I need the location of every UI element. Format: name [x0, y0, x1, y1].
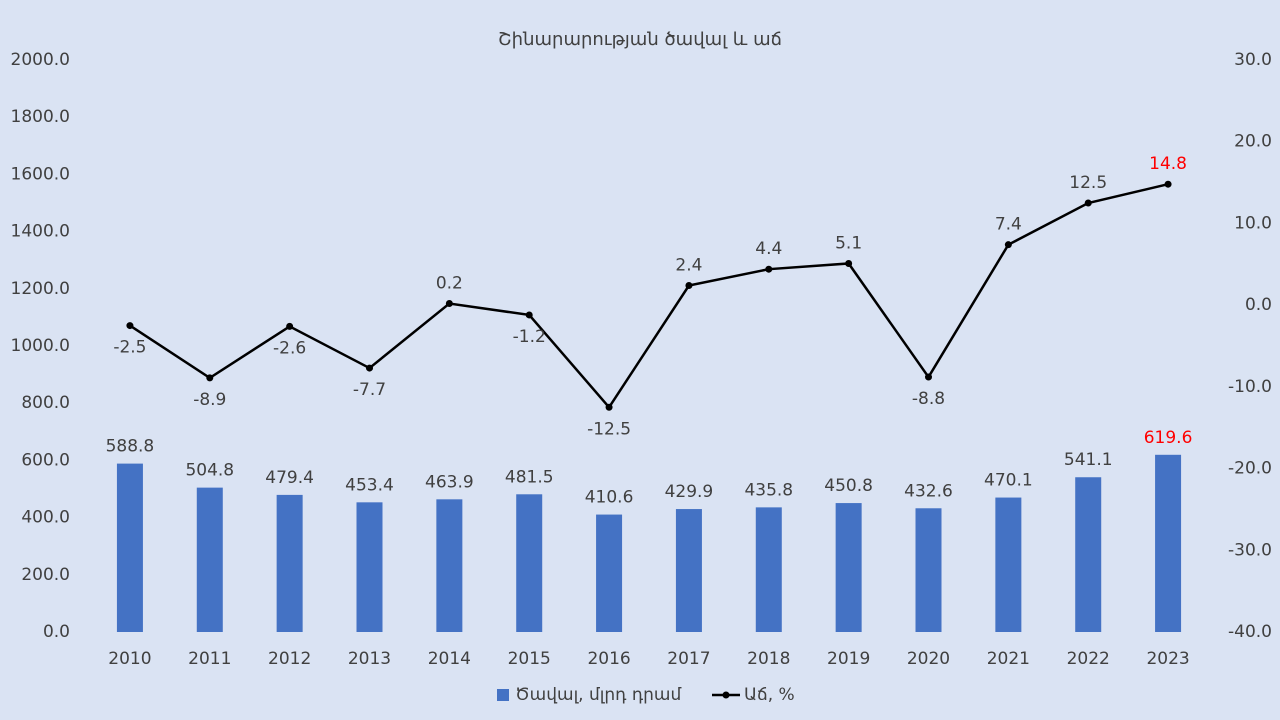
x-tick-label: 2012 — [268, 649, 311, 669]
y2-tick-label: 10.0 — [1234, 213, 1272, 233]
x-tick-label: 2010 — [108, 649, 151, 669]
x-tick-label: 2015 — [508, 649, 551, 669]
data-label: 541.1 — [1064, 450, 1113, 470]
line-point — [1004, 241, 1012, 249]
y2-tick-label: -10.0 — [1228, 377, 1272, 397]
y-tick-label: 400.0 — [21, 508, 70, 528]
bar — [436, 499, 463, 632]
y2-tick-label: -40.0 — [1228, 622, 1272, 642]
legend-label: Աճ, % — [744, 685, 795, 705]
y-tick-label: 1400.0 — [11, 222, 70, 242]
bar — [1075, 477, 1102, 632]
bar — [116, 463, 143, 632]
y-tick-label: 1000.0 — [11, 336, 70, 356]
data-label: 12.5 — [1069, 173, 1107, 193]
legend-label: Ծավալ, մլրդ դրամ — [515, 685, 681, 705]
legend-swatch — [497, 689, 509, 701]
data-label: 0.2 — [436, 274, 463, 294]
x-tick-label: 2018 — [747, 649, 790, 669]
y-tick-label: 1600.0 — [11, 164, 70, 184]
line-point — [1084, 199, 1092, 207]
data-label: 14.8 — [1149, 154, 1187, 174]
data-label: 4.4 — [755, 239, 782, 259]
bar — [516, 494, 543, 632]
line-point — [286, 322, 294, 330]
data-label: -1.2 — [513, 327, 546, 347]
line-point — [765, 265, 773, 273]
data-label: 504.8 — [185, 461, 234, 481]
x-tick-label: 2020 — [907, 649, 950, 669]
data-label: 432.6 — [904, 481, 953, 501]
bar — [1155, 454, 1182, 632]
bar — [755, 507, 782, 632]
data-label: -12.5 — [587, 419, 631, 439]
data-label: 470.1 — [984, 471, 1033, 491]
line — [129, 182, 1169, 410]
y2-tick-label: -20.0 — [1228, 459, 1272, 479]
chart-title: Շինարարության ծավալ և աճ — [498, 29, 782, 50]
bar — [196, 487, 223, 632]
x-tick-label: 2013 — [348, 649, 391, 669]
bar — [915, 508, 942, 632]
bar — [276, 494, 303, 632]
data-label: 479.4 — [265, 468, 314, 488]
y2-tick-label: 0.0 — [1245, 295, 1272, 315]
line-point — [845, 259, 853, 267]
bar — [675, 509, 702, 632]
y-tick-label: 2000.0 — [11, 50, 70, 70]
data-label: 450.8 — [824, 476, 873, 496]
data-label: -2.5 — [113, 338, 146, 358]
data-label: 453.4 — [345, 475, 394, 495]
line-point — [605, 403, 613, 411]
line-point — [366, 364, 373, 372]
data-label: 619.6 — [1144, 428, 1193, 448]
data-label: 588.8 — [106, 437, 155, 457]
data-label: 463.9 — [425, 472, 474, 492]
data-label: 7.4 — [995, 215, 1022, 235]
data-label: 2.4 — [675, 256, 702, 276]
x-tick-label: 2023 — [1146, 649, 1189, 669]
x-tick-label: 2017 — [667, 649, 710, 669]
y2-tick-label: -30.0 — [1228, 540, 1272, 560]
data-label: -2.6 — [273, 338, 306, 358]
y-tick-label: 600.0 — [21, 450, 70, 470]
y2-tick-label: 20.0 — [1234, 132, 1272, 152]
data-label: 429.9 — [665, 482, 714, 502]
data-label: 410.6 — [585, 488, 634, 508]
data-label: -8.8 — [912, 389, 945, 409]
bar — [835, 503, 862, 632]
data-label: -7.7 — [353, 380, 386, 400]
data-label: 481.5 — [505, 467, 554, 487]
x-tick-label: 2019 — [827, 649, 870, 669]
data-label: 435.8 — [744, 480, 793, 500]
y-tick-label: 1200.0 — [11, 279, 70, 299]
legend-swatch — [722, 691, 730, 699]
x-tick-label: 2016 — [587, 649, 630, 669]
line-point — [685, 282, 693, 290]
y-tick-label: 800.0 — [21, 393, 70, 413]
line-point — [206, 374, 214, 382]
line-point — [1164, 180, 1172, 188]
y2-tick-label: 30.0 — [1234, 50, 1272, 70]
bar — [356, 502, 383, 632]
y-tick-label: 200.0 — [21, 565, 70, 585]
line-point — [126, 322, 134, 330]
line-point — [525, 311, 533, 319]
x-tick-label: 2014 — [428, 649, 471, 669]
data-label: 5.1 — [835, 233, 862, 253]
x-tick-label: 2022 — [1067, 649, 1110, 669]
line-point — [925, 373, 932, 381]
line-point — [445, 300, 453, 308]
y-tick-label: 1800.0 — [11, 107, 70, 127]
bar — [596, 514, 623, 632]
x-tick-label: 2011 — [188, 649, 231, 669]
y-tick-label: 0.0 — [43, 622, 70, 642]
data-label: -8.9 — [193, 390, 226, 410]
x-tick-label: 2021 — [987, 649, 1030, 669]
bar — [995, 497, 1022, 632]
